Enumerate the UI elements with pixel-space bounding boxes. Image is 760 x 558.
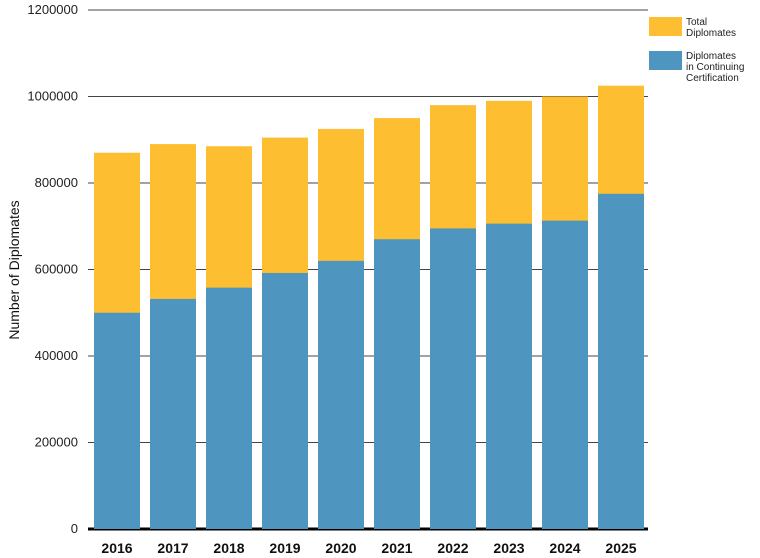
y-tick-label: 200000 [35, 435, 78, 450]
x-axis-ticks: 2016 2017 2018 2019 2020 2021 2022 2023 2024 2025 [101, 540, 636, 556]
x-tick-label: 2020 [325, 540, 356, 556]
legend-label: Diplomates [686, 51, 736, 62]
x-tick-label: 2018 [213, 540, 244, 556]
bar-continuing-certification-2016 [94, 312, 140, 529]
x-tick-label: 2023 [493, 540, 524, 556]
bar-continuing-certification-2024 [542, 220, 588, 529]
legend-label: Diplomates [686, 28, 736, 39]
y-tick-label: 1000000 [27, 89, 78, 104]
y-tick-label: 600000 [35, 262, 78, 277]
legend-label: Certification [686, 73, 739, 84]
legend-swatch [649, 51, 682, 70]
bars [94, 85, 644, 530]
bar-continuing-certification-2020 [318, 260, 364, 529]
bar-continuing-certification-2017 [150, 298, 196, 529]
bar-continuing-certification-2021 [374, 239, 420, 529]
y-tick-label: 400000 [35, 348, 78, 363]
y-axis-ticks: 0 200000 400000 600000 800000 1000000 1200000 [27, 2, 78, 536]
x-tick-label: 2025 [605, 540, 636, 556]
legend-label: in Continuing [686, 62, 744, 73]
y-tick-label: 1200000 [27, 2, 78, 17]
legend-label: Total [686, 17, 707, 28]
bar-continuing-certification-2022 [430, 228, 476, 529]
y-tick-label: 800000 [35, 175, 78, 190]
y-tick-label: 0 [71, 521, 78, 536]
x-tick-label: 2024 [549, 540, 580, 556]
x-tick-label: 2017 [157, 540, 188, 556]
x-tick-label: 2016 [101, 540, 132, 556]
y-axis-label: Number of Diplomates [6, 200, 22, 339]
bar-continuing-certification-2023 [486, 223, 532, 529]
x-tick-label: 2019 [269, 540, 300, 556]
legend-swatch [649, 17, 682, 36]
bar-continuing-certification-2025 [598, 193, 644, 529]
bar-continuing-certification-2019 [262, 272, 308, 529]
x-tick-label: 2022 [437, 540, 468, 556]
x-tick-label: 2021 [381, 540, 412, 556]
bar-continuing-certification-2018 [206, 287, 252, 529]
